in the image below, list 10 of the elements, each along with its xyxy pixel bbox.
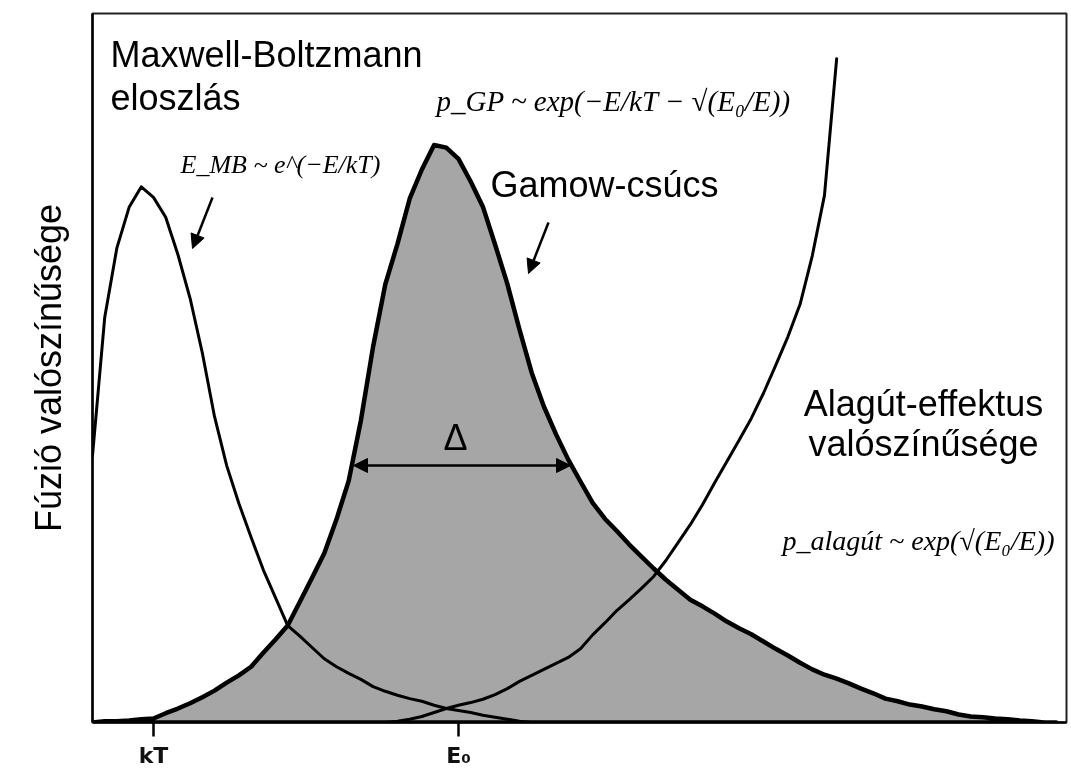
annotation: E_MB ~ e^(−E/kT) — [179, 150, 381, 179]
annotation: p_alagút ~ exp(√(E₀/E)) — [780, 525, 1055, 556]
series-label: Gamow-csúcs — [490, 164, 719, 205]
annotation: Δ — [443, 417, 468, 458]
x-tick-label: E₀ — [446, 742, 471, 768]
x-tick-label: kT — [138, 742, 169, 768]
y-axis-title: Fúzió valószínűsége — [27, 203, 69, 533]
annotation: p_GP ~ exp(−E/kT − √(E₀/E)) — [434, 84, 791, 118]
series-label: Alagút-effektus valószínűsége — [803, 383, 1044, 464]
annotation: Maxwell-Boltzmann eloszlás — [110, 34, 423, 118]
